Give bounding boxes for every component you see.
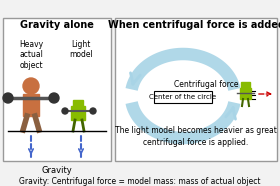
Circle shape	[62, 108, 68, 114]
Circle shape	[23, 78, 39, 94]
Text: When centrifugal force is added: When centrifugal force is added	[108, 20, 280, 30]
Text: Gravity: Gravity	[42, 166, 72, 175]
Bar	[71, 106, 85, 120]
Bar	[241, 82, 250, 89]
FancyBboxPatch shape	[154, 91, 212, 103]
Text: Gravity alone: Gravity alone	[20, 20, 94, 30]
Text: The light model becomes heavier as great
centrifugal force is applied.: The light model becomes heavier as great…	[115, 126, 277, 147]
FancyBboxPatch shape	[3, 18, 111, 161]
Bar	[73, 100, 83, 108]
Text: Gravity: Centrifugal force = model mass: mass of actual object: Gravity: Centrifugal force = model mass:…	[19, 177, 261, 186]
Circle shape	[90, 108, 96, 114]
Text: Centrifugal force: Centrifugal force	[174, 80, 238, 89]
Text: Heavy
actual
object: Heavy actual object	[19, 40, 43, 70]
Circle shape	[3, 93, 13, 103]
Circle shape	[49, 93, 59, 103]
Text: Center of the circle: Center of the circle	[150, 94, 216, 100]
Bar	[23, 94, 39, 116]
Bar	[240, 88, 251, 99]
FancyBboxPatch shape	[115, 18, 277, 161]
Text: Light
model: Light model	[69, 40, 93, 59]
